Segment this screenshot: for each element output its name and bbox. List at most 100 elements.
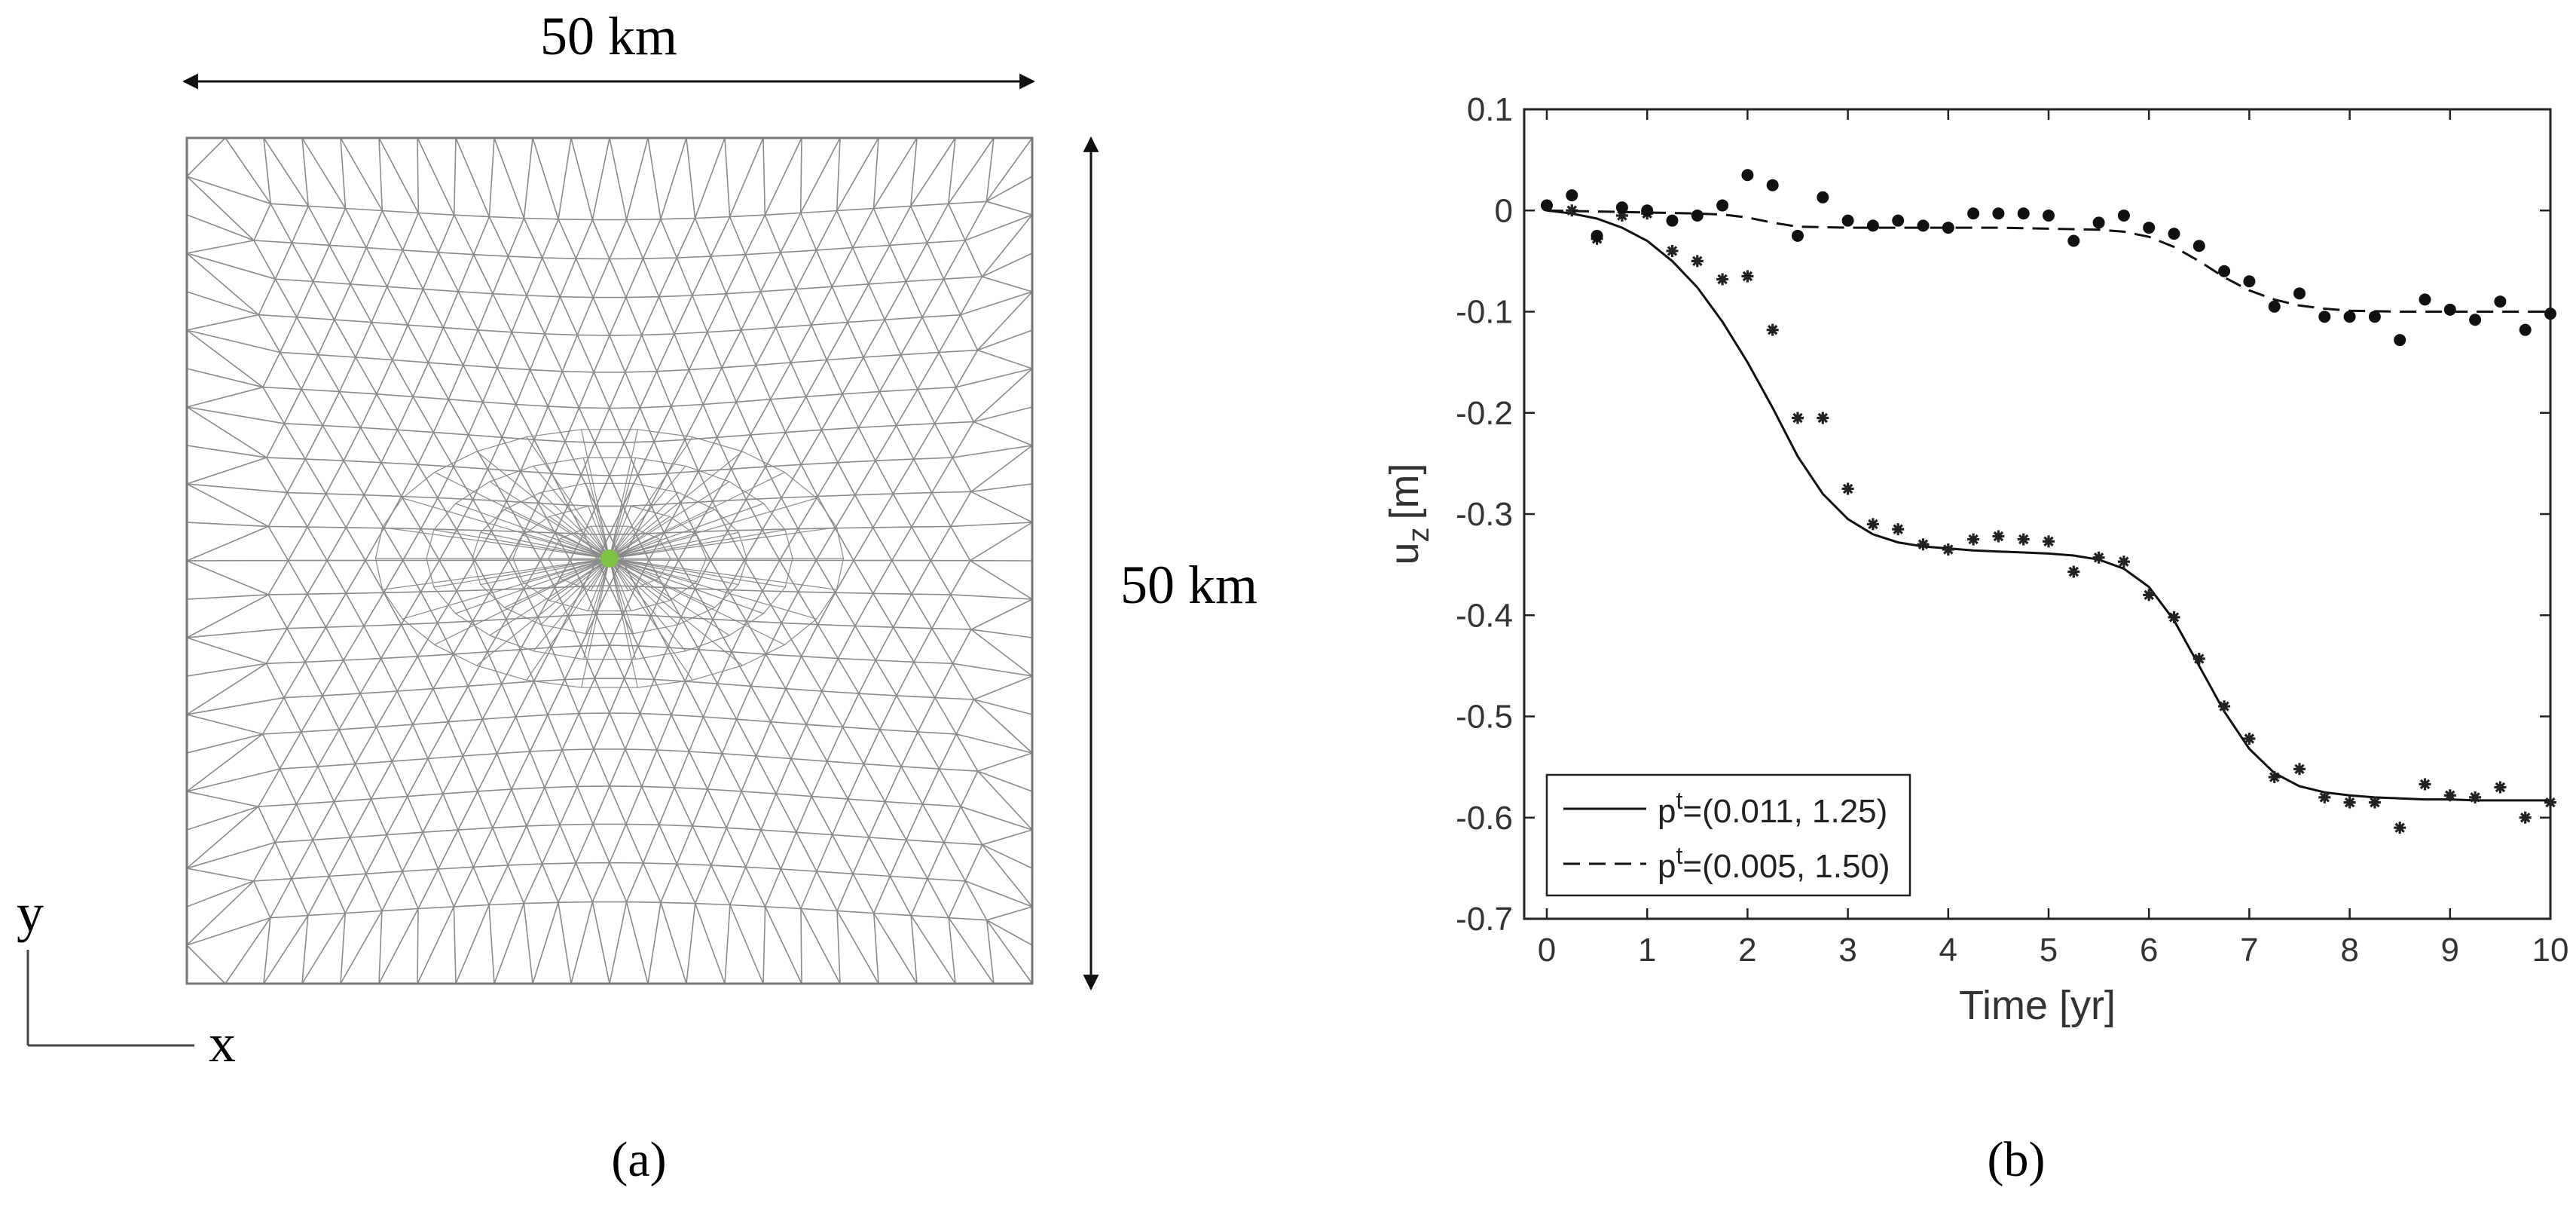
data-point-dashed [2143, 222, 2156, 234]
data-point-dashed [1917, 219, 1930, 232]
x-tick-label: 8 [2340, 932, 2358, 969]
data-point-dashed [2193, 240, 2205, 253]
data-point-dashed [1666, 214, 1679, 227]
data-point-solid [2143, 589, 2156, 601]
y-tick-label: 0 [1495, 192, 1513, 229]
data-point-solid [2368, 796, 2381, 809]
data-point-dashed [1967, 207, 1980, 220]
legend-label-solid: pt=(0.011, 1.25) [1658, 787, 1887, 830]
y-axis-label-sub: z [1402, 527, 1435, 542]
data-point-solid [2419, 778, 2431, 791]
series-layer [1541, 169, 2556, 834]
data-point-solid [1691, 255, 1704, 268]
data-point-dashed [1716, 199, 1729, 212]
y-tick-label: -0.6 [1456, 800, 1513, 837]
data-point-dashed [1641, 204, 1654, 217]
data-point-solid [2318, 791, 2331, 803]
data-point-dashed [2469, 314, 2482, 326]
data-point-dashed [2318, 311, 2331, 323]
data-point-dashed [1541, 199, 1553, 212]
y-tick-label: -0.5 [1456, 699, 1513, 736]
data-point-dashed [2494, 295, 2507, 308]
data-point-solid [2017, 533, 2030, 546]
y-tick-label: -0.2 [1456, 395, 1513, 432]
data-point-solid [2043, 535, 2055, 548]
legend: pt=(0.011, 1.25) pt=(0.005, 1.50) [1545, 773, 1911, 897]
data-point-solid [1615, 209, 1628, 222]
data-point-dashed [1817, 191, 1829, 204]
legend-box [1545, 773, 1911, 897]
x-axis-ticks: 0 1 2 3 4 5 6 7 8 9 10 [1538, 109, 2569, 969]
x-tick-label: 6 [2140, 932, 2158, 969]
data-point-solid [1967, 533, 1980, 546]
data-point-solid [1917, 538, 1930, 551]
x-tick-label: 1 [1638, 932, 1656, 969]
y-tick-label: -0.3 [1456, 496, 1513, 533]
data-point-dashed [1741, 169, 1754, 182]
data-point-dashed [2544, 308, 2556, 320]
series-line-solid [1546, 209, 2550, 802]
data-point-dashed [2394, 334, 2406, 347]
panel-a: 50 km 50 km y x (a) [17, 6, 1257, 1187]
data-point-dashed [2017, 207, 2030, 220]
data-point-solid [1741, 270, 1754, 283]
data-point-dashed [1792, 229, 1804, 242]
data-point-solid [2193, 652, 2205, 665]
x-tick-label: 3 [1838, 932, 1856, 969]
data-point-solid [1716, 273, 1729, 286]
legend-label-dashed: pt=(0.005, 1.50) [1658, 842, 1890, 885]
width-label: 50 km [540, 6, 677, 66]
x-axis-label: Time [yr] [1959, 983, 2116, 1028]
legend-dashed-rest: =(0.005, 1.50) [1682, 848, 1890, 885]
data-point-solid [1942, 543, 1954, 556]
data-point-solid [2218, 700, 2231, 713]
data-point-solid [2168, 611, 2180, 623]
y-tick-label: -0.1 [1456, 294, 1513, 331]
x-tick-label: 2 [1738, 932, 1756, 969]
observation-point-marker [600, 549, 619, 568]
data-point-solid [2243, 733, 2256, 745]
y-tick-label: -0.7 [1456, 901, 1513, 938]
x-tick-label: 10 [2532, 932, 2569, 969]
data-point-dashed [1866, 219, 1879, 232]
legend-solid-rest: =(0.011, 1.25) [1682, 793, 1887, 830]
data-point-solid [1841, 482, 1854, 495]
triangular-mesh [186, 137, 1033, 984]
data-point-dashed [2067, 234, 2080, 247]
data-point-dashed [2419, 293, 2431, 306]
data-point-dashed [1942, 222, 1954, 234]
data-point-dashed [2368, 311, 2381, 323]
data-point-solid [2268, 771, 2281, 784]
legend-dashed-sup: t [1676, 842, 1682, 869]
y-axis-label-unit: [m] [1382, 463, 1427, 519]
legend-dashed-prefix: p [1658, 848, 1676, 885]
data-point-dashed [1591, 229, 1603, 242]
data-point-dashed [2443, 303, 2456, 316]
mesh-refined [374, 429, 845, 688]
y-tick-label: 0.1 [1467, 91, 1513, 128]
data-point-solid [2092, 551, 2105, 564]
data-point-dashed [1566, 189, 1578, 202]
data-point-dashed [2519, 323, 2532, 336]
data-point-solid [2293, 763, 2306, 776]
data-point-dashed [2343, 311, 2356, 323]
data-point-dashed [2268, 300, 2281, 313]
data-point-dashed [2293, 287, 2306, 300]
data-point-solid [2117, 556, 2130, 568]
data-point-solid [1666, 244, 1679, 257]
data-point-solid [2343, 796, 2356, 809]
legend-solid-prefix: p [1658, 793, 1676, 830]
y-axis-label: uz [m] [1382, 463, 1435, 565]
data-point-solid [1566, 204, 1578, 217]
data-point-solid [1766, 323, 1779, 336]
data-point-dashed [1615, 201, 1628, 214]
data-point-solid [2519, 811, 2532, 824]
mesh-border [185, 136, 1034, 985]
data-point-solid [2544, 796, 2556, 809]
x-tick-label: 0 [1538, 932, 1556, 969]
data-point-solid [1817, 412, 1829, 424]
data-point-dashed [2243, 275, 2256, 288]
y-axis-ticks: 0.1 0 -0.1 -0.2 -0.3 -0.4 -0.5 -0.6 -0.7 [1456, 91, 2550, 938]
caption-b: (b) [1988, 1132, 2046, 1187]
